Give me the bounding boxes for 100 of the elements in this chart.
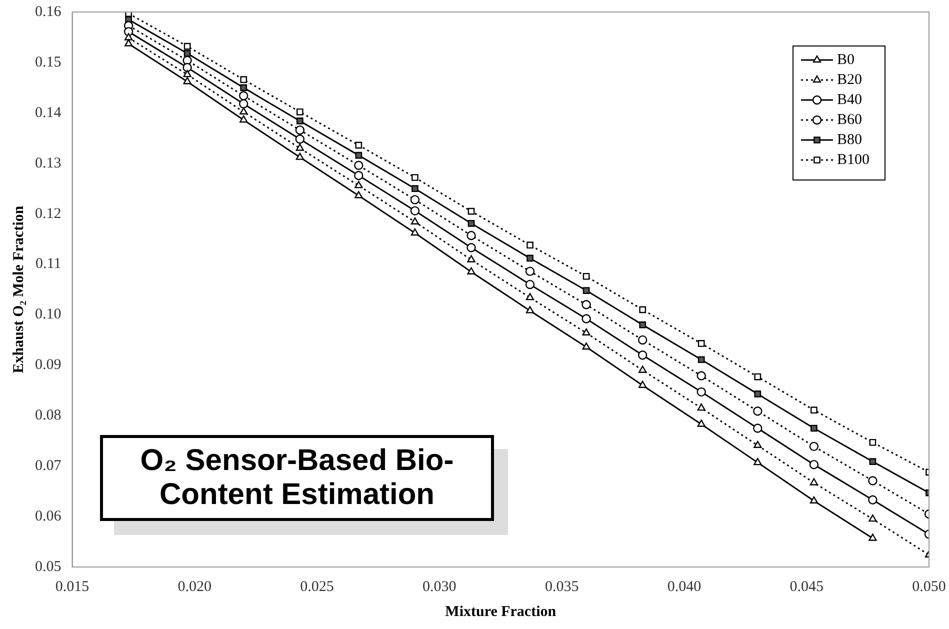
point bbox=[412, 174, 418, 181]
point bbox=[754, 373, 762, 380]
point bbox=[754, 440, 762, 448]
point bbox=[240, 107, 248, 114]
point bbox=[754, 390, 762, 398]
y-tick-label: 0.14 bbox=[35, 104, 62, 121]
point bbox=[467, 267, 476, 274]
legend-label: B20 bbox=[837, 72, 862, 88]
y-tick-label: 0.09 bbox=[35, 357, 62, 374]
point bbox=[525, 266, 535, 276]
x-tick-label: 0.040 bbox=[667, 578, 702, 595]
point bbox=[869, 458, 876, 465]
y-tick-label: 0.11 bbox=[36, 256, 62, 272]
point bbox=[124, 39, 133, 46]
x-tick-label: 0.015 bbox=[55, 578, 90, 595]
point bbox=[239, 99, 248, 108]
y-tick-label: 0.07 bbox=[35, 458, 62, 474]
point bbox=[696, 371, 706, 380]
point bbox=[526, 242, 534, 249]
point bbox=[410, 206, 420, 216]
point bbox=[698, 340, 705, 347]
legend-label: B0 bbox=[837, 52, 855, 68]
point bbox=[638, 366, 647, 373]
point bbox=[240, 115, 248, 123]
point bbox=[295, 125, 304, 135]
x-tick-label: 0.035 bbox=[544, 578, 579, 595]
point bbox=[582, 328, 590, 336]
point bbox=[354, 191, 363, 198]
point bbox=[412, 185, 418, 192]
point bbox=[410, 195, 420, 204]
legend-label: B100 bbox=[837, 152, 870, 168]
x-axis-title: Mixture Fraction bbox=[445, 604, 557, 620]
point bbox=[868, 534, 877, 541]
point bbox=[468, 220, 475, 227]
point bbox=[354, 160, 364, 170]
y-tick-label: 0.16 bbox=[35, 4, 62, 20]
point bbox=[467, 255, 476, 262]
point bbox=[582, 342, 590, 350]
point bbox=[810, 496, 818, 504]
point bbox=[124, 27, 134, 36]
point bbox=[410, 228, 420, 236]
point bbox=[184, 50, 191, 57]
point bbox=[869, 438, 876, 446]
point bbox=[582, 287, 590, 294]
point bbox=[868, 476, 878, 486]
point bbox=[295, 134, 304, 144]
y-tick-label: 0.08 bbox=[35, 408, 62, 424]
x-tick-label: 0.030 bbox=[422, 578, 456, 595]
point bbox=[183, 77, 192, 84]
point bbox=[696, 387, 706, 397]
point bbox=[296, 152, 304, 160]
y-tick-label: 0.06 bbox=[35, 508, 62, 524]
point bbox=[638, 350, 648, 360]
point bbox=[296, 144, 304, 151]
point bbox=[582, 300, 591, 310]
y-tick-label: 0.13 bbox=[35, 155, 62, 172]
point bbox=[638, 335, 648, 345]
point bbox=[638, 380, 647, 388]
point bbox=[754, 458, 762, 466]
point bbox=[239, 91, 248, 100]
point bbox=[810, 424, 818, 432]
point bbox=[698, 356, 705, 364]
point bbox=[466, 230, 476, 240]
point bbox=[468, 208, 475, 215]
annotation: O₂ Sensor-Based Bio-Content Estimation bbox=[139, 444, 455, 512]
y-tick-label: 0.05 bbox=[35, 558, 62, 575]
point bbox=[183, 70, 192, 78]
point bbox=[296, 118, 304, 124]
point bbox=[525, 280, 535, 290]
point bbox=[868, 495, 878, 504]
point bbox=[355, 152, 362, 159]
point bbox=[354, 180, 363, 188]
x-tick-label: 0.025 bbox=[300, 578, 334, 595]
x-tick-label: 0.050 bbox=[912, 578, 946, 595]
point bbox=[868, 514, 877, 522]
point bbox=[240, 76, 248, 84]
x-tick-label: 0.020 bbox=[178, 578, 212, 595]
point bbox=[582, 314, 591, 324]
point bbox=[240, 84, 248, 92]
point bbox=[410, 217, 420, 224]
point bbox=[639, 306, 646, 314]
point bbox=[810, 478, 818, 486]
point bbox=[184, 42, 191, 50]
point bbox=[354, 170, 364, 180]
y-tick-label: 0.10 bbox=[35, 306, 62, 323]
point bbox=[296, 108, 304, 116]
point bbox=[582, 272, 590, 280]
point bbox=[809, 460, 819, 470]
point bbox=[526, 254, 534, 262]
point bbox=[526, 292, 534, 300]
point bbox=[182, 62, 192, 72]
point bbox=[697, 403, 706, 411]
point bbox=[124, 33, 133, 40]
legend-label: B60 bbox=[837, 112, 862, 128]
point bbox=[753, 424, 762, 433]
point bbox=[639, 321, 646, 328]
y-axis-title: Exhaust O₂ Mole Fraction bbox=[10, 205, 27, 374]
point bbox=[355, 142, 362, 149]
legend-label: B40 bbox=[837, 92, 862, 108]
legend-label: B80 bbox=[837, 132, 862, 148]
